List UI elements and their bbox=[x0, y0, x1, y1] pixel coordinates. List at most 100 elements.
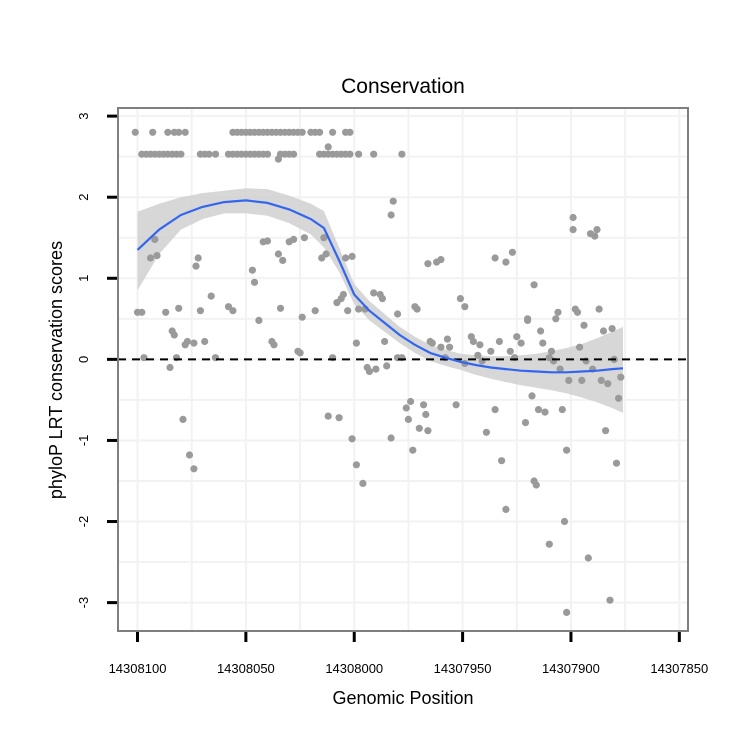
data-point bbox=[491, 254, 499, 262]
data-point bbox=[324, 412, 332, 420]
y-tick-label: -3 bbox=[76, 597, 91, 609]
x-tick-label: 14308000 bbox=[325, 661, 383, 676]
data-point bbox=[344, 307, 352, 315]
data-point bbox=[164, 128, 172, 136]
data-point bbox=[162, 308, 170, 316]
data-point bbox=[383, 362, 391, 370]
data-point bbox=[153, 252, 161, 260]
data-point bbox=[461, 303, 469, 311]
data-point bbox=[545, 540, 553, 548]
data-point bbox=[580, 321, 588, 329]
data-point bbox=[513, 333, 521, 341]
data-point bbox=[166, 363, 174, 372]
data-point bbox=[537, 327, 545, 335]
data-point bbox=[170, 331, 178, 339]
y-tick-label: 0 bbox=[76, 356, 91, 363]
data-point bbox=[606, 596, 614, 604]
data-point bbox=[387, 211, 395, 219]
data-point bbox=[398, 150, 406, 158]
data-point bbox=[608, 325, 616, 333]
data-point bbox=[482, 428, 490, 436]
data-point bbox=[443, 335, 451, 343]
data-point bbox=[569, 226, 577, 234]
data-point bbox=[552, 315, 560, 323]
data-point bbox=[612, 459, 621, 467]
data-point bbox=[420, 401, 428, 409]
data-point bbox=[255, 316, 263, 324]
data-point bbox=[131, 128, 139, 136]
data-point bbox=[415, 424, 423, 432]
data-point bbox=[192, 262, 200, 270]
data-point bbox=[437, 343, 445, 351]
y-tick-label: -1 bbox=[76, 435, 91, 447]
data-point bbox=[530, 281, 538, 289]
data-point bbox=[554, 308, 562, 316]
data-point bbox=[322, 250, 330, 258]
data-point bbox=[502, 505, 510, 513]
data-point bbox=[563, 608, 571, 617]
data-point bbox=[521, 419, 530, 427]
data-point bbox=[452, 401, 460, 409]
data-point bbox=[604, 380, 612, 388]
data-point bbox=[563, 446, 571, 454]
smooth-line-group bbox=[136, 199, 624, 374]
data-point bbox=[560, 517, 569, 526]
data-point bbox=[339, 290, 347, 299]
data-point bbox=[372, 365, 380, 373]
data-point bbox=[532, 481, 540, 489]
smooth-fit-line bbox=[136, 199, 624, 374]
data-point bbox=[263, 150, 272, 158]
data-point bbox=[556, 365, 564, 373]
data-point bbox=[346, 150, 354, 158]
data-point bbox=[250, 278, 259, 286]
x-tick-label: 14307900 bbox=[542, 661, 600, 676]
data-point bbox=[541, 408, 549, 416]
data-point bbox=[365, 367, 373, 376]
data-point bbox=[342, 254, 350, 262]
data-point bbox=[437, 256, 445, 264]
data-point bbox=[290, 150, 298, 158]
data-point bbox=[422, 410, 430, 419]
data-point bbox=[413, 305, 421, 313]
confidence-ribbon-group bbox=[137, 188, 623, 413]
data-point bbox=[424, 260, 432, 268]
data-point bbox=[402, 404, 410, 412]
plot-panel-border bbox=[117, 107, 689, 632]
data-point bbox=[476, 341, 484, 349]
data-point bbox=[469, 337, 477, 346]
data-point bbox=[316, 128, 324, 136]
confidence-ribbon bbox=[137, 188, 623, 413]
data-point bbox=[491, 406, 499, 414]
data-point bbox=[346, 128, 354, 136]
data-point bbox=[569, 213, 577, 222]
data-point bbox=[387, 434, 395, 442]
x-tick-label: 14307950 bbox=[434, 661, 492, 676]
data-point bbox=[179, 415, 187, 423]
data-point bbox=[194, 254, 202, 262]
data-point bbox=[311, 307, 319, 315]
data-point bbox=[517, 339, 525, 347]
data-point bbox=[599, 327, 608, 335]
data-point bbox=[378, 295, 386, 303]
data-point bbox=[539, 339, 547, 347]
data-point bbox=[595, 305, 603, 313]
data-point bbox=[324, 143, 332, 151]
data-point bbox=[352, 339, 360, 347]
data-point bbox=[146, 254, 155, 262]
y-tick-label: 3 bbox=[76, 112, 91, 119]
data-point bbox=[565, 376, 573, 384]
data-point bbox=[274, 250, 282, 258]
data-point bbox=[300, 234, 308, 242]
data-point bbox=[428, 339, 436, 347]
data-point bbox=[274, 155, 282, 163]
x-tick-label: 14307850 bbox=[650, 661, 708, 676]
data-point bbox=[524, 316, 532, 324]
data-point bbox=[320, 234, 328, 242]
data-point bbox=[149, 128, 157, 136]
data-point bbox=[138, 308, 146, 316]
x-axis: 14308100 14308050 14308000 14307950 14307900… bbox=[109, 632, 708, 676]
data-point bbox=[276, 304, 285, 312]
data-point bbox=[298, 313, 306, 321]
data-point bbox=[151, 235, 159, 243]
